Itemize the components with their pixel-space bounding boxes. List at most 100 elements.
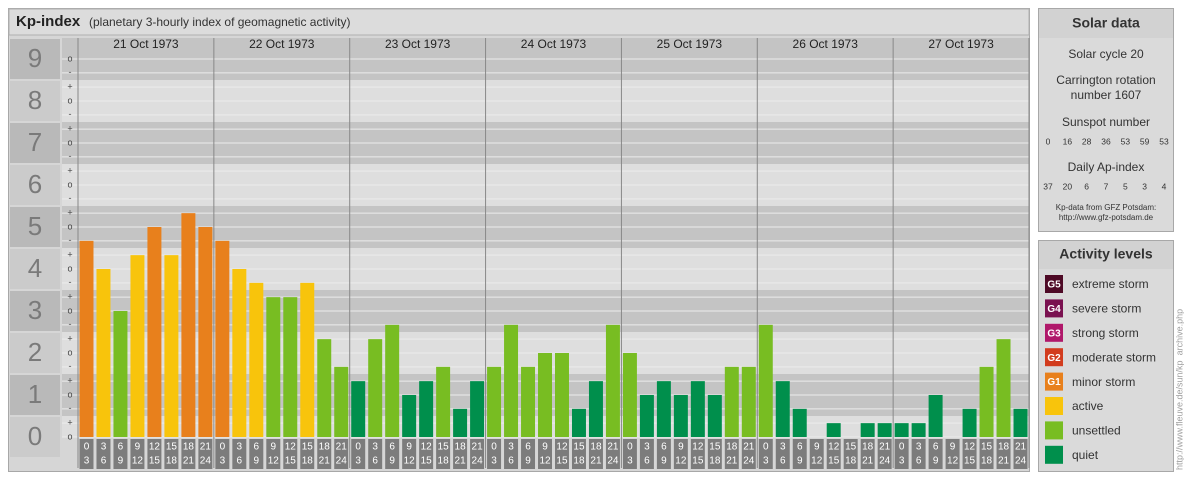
- date-label: 27 Oct 1973: [928, 37, 994, 51]
- y-label-box: [10, 417, 60, 457]
- legend-swatch: [1045, 397, 1063, 415]
- x-tick-label: 0: [220, 442, 226, 453]
- bar: [504, 324, 519, 437]
- legend-swatch: [1045, 275, 1063, 293]
- minor-tick-label: +: [67, 124, 72, 134]
- minor-tick-label: o: [67, 53, 72, 63]
- bar: [741, 366, 756, 437]
- hour-box: [402, 439, 417, 469]
- minor-tick-label: +: [67, 82, 72, 92]
- bar: [351, 381, 366, 437]
- hour-box: [826, 439, 841, 469]
- x-tick-label: 9: [254, 456, 260, 467]
- sunspot-numbers: 59: [1140, 136, 1150, 146]
- x-tick-label: 15: [692, 456, 704, 467]
- hour-box: [266, 439, 281, 469]
- bar: [656, 381, 671, 437]
- x-tick-label: 6: [644, 456, 650, 467]
- ap-index: 7: [1104, 181, 1109, 191]
- bar: [487, 366, 502, 437]
- legend-code: G1: [1047, 377, 1061, 388]
- minor-tick-label: o: [67, 221, 72, 231]
- x-tick-label: 21: [319, 456, 331, 467]
- minor-tick-label: -: [69, 193, 72, 203]
- x-tick-label: 3: [84, 456, 90, 467]
- bar: [894, 423, 909, 437]
- x-tick-label: 3: [372, 442, 378, 453]
- hour-box: [453, 439, 468, 469]
- x-tick-label: 12: [132, 456, 144, 467]
- x-tick-label: 6: [372, 456, 378, 467]
- x-tick-label: 15: [964, 456, 976, 467]
- y-tick-label: 9: [28, 43, 42, 73]
- solar-title: Solar data: [1072, 15, 1140, 31]
- legend-label: quiet: [1072, 448, 1099, 462]
- x-tick-label: 3: [899, 456, 905, 467]
- chart-title: Kp-index: [16, 13, 81, 30]
- y-tick-label: 3: [28, 295, 42, 325]
- bar: [147, 227, 162, 437]
- x-tick-label: 18: [981, 456, 993, 467]
- x-tick-label: 3: [220, 456, 226, 467]
- x-tick-label: 12: [268, 456, 280, 467]
- bar: [419, 381, 434, 437]
- x-tick-label: 9: [542, 442, 548, 453]
- hour-box: [283, 439, 298, 469]
- hour-box: [232, 439, 247, 469]
- minor-tick-label: o: [67, 305, 72, 315]
- x-tick-label: 12: [404, 456, 416, 467]
- hour-box: [945, 439, 960, 469]
- x-tick-label: 9: [118, 456, 124, 467]
- x-tick-label: 18: [319, 442, 331, 453]
- hour-box: [792, 439, 807, 469]
- x-tick-label: 12: [692, 442, 704, 453]
- x-tick-label: 18: [183, 442, 195, 453]
- x-tick-label: 15: [285, 456, 297, 467]
- date-label: 26 Oct 1973: [793, 37, 859, 51]
- minor-tick-label: -: [69, 361, 72, 371]
- x-tick-label: 21: [183, 456, 195, 467]
- hour-box: [215, 439, 230, 469]
- x-tick-label: 15: [556, 456, 568, 467]
- solar-cycle: Solar cycle 20: [1068, 47, 1144, 61]
- x-tick-label: 21: [590, 456, 602, 467]
- bar: [911, 423, 926, 437]
- hour-box: [673, 439, 688, 469]
- x-tick-label: 6: [525, 442, 531, 453]
- source-note: Kp-data from GFZ Potsdam:: [1056, 203, 1156, 212]
- hour-box: [555, 439, 569, 469]
- x-tick-label: 21: [879, 442, 891, 453]
- x-tick-label: 24: [472, 456, 484, 467]
- hour-box: [419, 439, 434, 469]
- x-tick-label: 15: [166, 442, 178, 453]
- hour-box: [351, 439, 366, 469]
- legend-code: G3: [1047, 328, 1061, 339]
- x-tick-label: 6: [780, 456, 786, 467]
- x-tick-label: 18: [438, 456, 450, 467]
- y-label-box: [10, 81, 60, 121]
- x-tick-label: 18: [709, 456, 721, 467]
- hour-box: [588, 439, 603, 469]
- hour-box: [775, 439, 790, 469]
- x-tick-label: 6: [254, 442, 260, 453]
- hour-box: [385, 439, 400, 469]
- bar: [470, 381, 485, 437]
- x-tick-label: 9: [661, 456, 667, 467]
- y-tick-label: 2: [28, 337, 42, 367]
- hour-box: [113, 439, 128, 469]
- y-tick-label: 1: [28, 379, 42, 409]
- bar: [317, 339, 332, 437]
- hour-box: [334, 439, 349, 469]
- x-tick-label: 15: [981, 442, 993, 453]
- carrington: number 1607: [1071, 88, 1142, 102]
- bar: [792, 408, 807, 437]
- y-tick-label: 0: [28, 421, 42, 451]
- x-tick-label: 21: [455, 456, 467, 467]
- legend-label: minor storm: [1072, 375, 1135, 389]
- hour-box: [758, 439, 773, 469]
- bar: [673, 395, 688, 437]
- x-tick-label: 3: [491, 456, 497, 467]
- x-tick-label: 3: [355, 456, 361, 467]
- hour-box: [843, 439, 858, 469]
- minor-tick-label: -: [69, 277, 72, 287]
